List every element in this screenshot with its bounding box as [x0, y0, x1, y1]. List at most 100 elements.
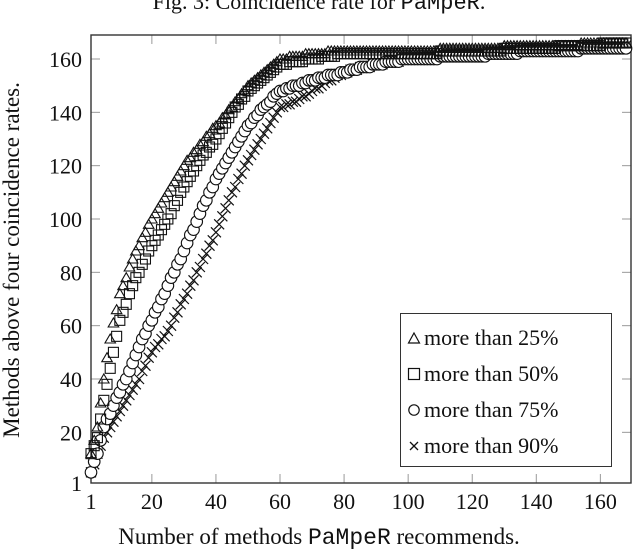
square-marker [104, 362, 116, 374]
y-tick-label: 20 [60, 420, 82, 445]
y-tick-label: 80 [60, 260, 82, 285]
legend-item-75: more than 75% [407, 392, 611, 428]
triangle-marker [196, 135, 210, 147]
cross-marker [175, 298, 187, 310]
square-marker [165, 208, 177, 220]
square-marker [171, 194, 184, 206]
triangle-marker [193, 138, 207, 149]
cross-marker-icon [409, 441, 419, 451]
square-marker [133, 266, 145, 278]
triangle-marker [94, 396, 107, 408]
y-tick-label: 160 [49, 47, 82, 72]
triangle-marker [200, 130, 213, 141]
cross-marker [178, 293, 190, 305]
legend-label: more than 90% [424, 433, 559, 458]
triangle-marker [116, 279, 130, 291]
triangle-marker-icon [407, 331, 421, 344]
legend-item-50: more than 50% [407, 356, 611, 392]
triangle-marker [232, 92, 245, 104]
triangle-marker [267, 58, 280, 69]
cross-marker [248, 144, 260, 156]
cross-marker [172, 306, 183, 318]
cross-marker [200, 248, 212, 260]
legend-label: more than 50% [424, 361, 559, 386]
cross-marker [239, 160, 251, 172]
triangle-marker [161, 186, 175, 197]
cross-marker [274, 101, 286, 113]
circle-marker-icon [408, 404, 420, 416]
plot-frame [90, 34, 632, 484]
triangle-marker [120, 271, 133, 283]
cross-marker [297, 90, 308, 102]
figure-caption: Fig. 3: Coincidence rate for PaMpeR. [0, 0, 638, 16]
cross-marker [184, 280, 196, 292]
triangle-marker [142, 218, 155, 229]
triangle-marker [84, 447, 98, 459]
x-tick-label: 20 [141, 489, 163, 514]
legend-label: more than 75% [424, 397, 559, 422]
square-marker [139, 253, 152, 265]
triangle-marker [241, 79, 255, 91]
triangle-marker [190, 143, 203, 155]
triangle-marker [145, 212, 159, 224]
cross-marker [162, 325, 174, 337]
triangle-marker [238, 84, 251, 96]
x-tick-label: 140 [520, 489, 553, 514]
square-marker [117, 306, 129, 318]
y-tick-label: 100 [49, 207, 82, 232]
cross-marker [191, 266, 203, 278]
cross-marker [255, 133, 267, 145]
cross-marker [271, 106, 283, 118]
x-tick-label: 60 [269, 489, 291, 514]
triangle-marker [209, 119, 223, 131]
x-axis-label-tool: PaMpeR [307, 525, 391, 551]
triangle-marker [235, 87, 248, 99]
triangle-marker [203, 127, 216, 139]
cross-marker [223, 194, 235, 206]
square-marker [101, 378, 113, 390]
triangle-marker [257, 66, 271, 77]
cross-marker [197, 253, 209, 265]
caption-suffix: . [479, 0, 486, 14]
x-tick-label: 40 [205, 489, 227, 514]
triangle-marker [180, 154, 194, 165]
triangle-marker [139, 226, 152, 237]
caption-text: Fig. 3: Coincidence rate for [152, 0, 401, 14]
cross-marker [229, 181, 241, 193]
triangle-marker [212, 116, 226, 128]
y-tick-label: 1 [71, 471, 82, 496]
cross-marker [130, 378, 142, 390]
cross-marker [264, 117, 276, 129]
square-marker [123, 288, 135, 300]
triangle-marker [174, 164, 187, 176]
triangle-marker [104, 332, 117, 344]
triangle-marker [260, 63, 274, 75]
cross-marker [268, 112, 280, 124]
cross-marker [236, 168, 247, 180]
cross-marker [127, 384, 139, 396]
x-tick-label: 80 [333, 489, 355, 514]
cross-marker [242, 154, 254, 166]
triangle-marker [148, 207, 162, 219]
cross-marker [213, 218, 225, 230]
x-tick-label: 160 [584, 489, 617, 514]
y-tick-label: 60 [60, 314, 82, 339]
legend-item-90: more than 90% [407, 428, 611, 464]
y-tick-label: 120 [49, 154, 82, 179]
cross-marker [168, 312, 180, 324]
y-axis-label: Methods above four coincidence rates. [0, 82, 24, 438]
triangle-marker [152, 202, 165, 213]
triangle-marker [132, 239, 146, 251]
cross-marker [261, 122, 273, 134]
cross-marker [220, 202, 231, 214]
triangle-marker [171, 170, 184, 181]
triangle-marker [264, 60, 277, 72]
y-tick-label: 140 [49, 100, 82, 125]
triangle-marker [187, 146, 200, 157]
x-tick-label: 100 [392, 489, 425, 514]
cross-marker [165, 320, 177, 332]
triangle-marker [219, 108, 232, 120]
cross-marker [216, 210, 228, 222]
cross-marker [188, 274, 199, 286]
cross-marker [287, 96, 299, 108]
